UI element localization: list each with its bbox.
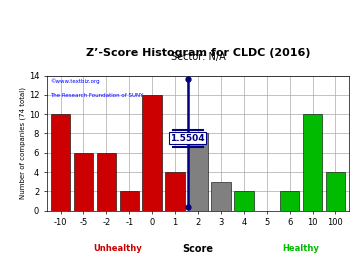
Text: The Research Foundation of SUNY: The Research Foundation of SUNY xyxy=(50,93,143,98)
Bar xyxy=(96,153,116,211)
Text: 1.5504: 1.5504 xyxy=(170,134,205,143)
Bar xyxy=(143,95,162,211)
Bar xyxy=(280,191,300,211)
Y-axis label: Number of companies (74 total): Number of companies (74 total) xyxy=(19,87,26,199)
Text: ©www.textbiz.org: ©www.textbiz.org xyxy=(50,78,99,84)
Text: Sector: N/A: Sector: N/A xyxy=(171,52,225,62)
Bar xyxy=(211,182,231,211)
Text: Unhealthy: Unhealthy xyxy=(94,244,142,253)
Bar xyxy=(326,172,345,211)
Text: Healthy: Healthy xyxy=(283,244,320,253)
Bar xyxy=(234,191,253,211)
Bar xyxy=(51,114,70,211)
X-axis label: Score: Score xyxy=(183,244,213,254)
Bar xyxy=(74,153,93,211)
Bar xyxy=(165,172,185,211)
Bar xyxy=(120,191,139,211)
Bar xyxy=(188,133,208,211)
Title: Z’-Score Histogram for CLDC (2016): Z’-Score Histogram for CLDC (2016) xyxy=(86,48,310,58)
Bar xyxy=(303,114,322,211)
